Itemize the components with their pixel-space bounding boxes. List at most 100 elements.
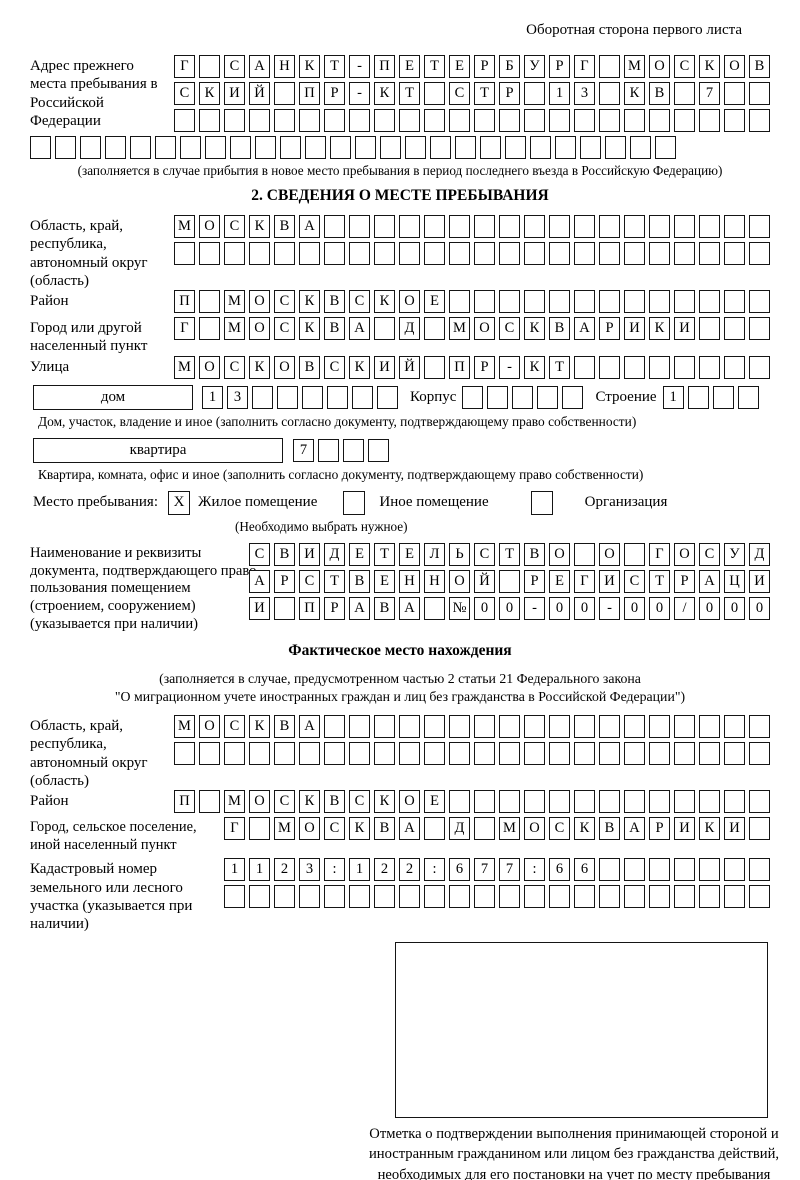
- char-cell[interactable]: И: [249, 596, 270, 620]
- char-cell-empty[interactable]: [252, 385, 273, 409]
- char-cell[interactable]: О: [724, 55, 745, 78]
- char-cell[interactable]: Е: [424, 790, 445, 814]
- char-cell[interactable]: К: [374, 290, 395, 314]
- char-cell-empty[interactable]: [355, 136, 376, 159]
- char-cell[interactable]: П: [299, 596, 320, 620]
- char-cell[interactable]: С: [449, 82, 470, 105]
- char-cell[interactable]: С: [474, 542, 495, 566]
- char-cell-empty[interactable]: [655, 136, 676, 159]
- char-cell[interactable]: В: [549, 317, 570, 341]
- char-cell[interactable]: К: [299, 55, 320, 78]
- char-cell-empty[interactable]: [674, 355, 695, 379]
- char-cell[interactable]: В: [324, 317, 345, 341]
- char-cell-empty[interactable]: [424, 885, 445, 909]
- char-cell[interactable]: 6: [549, 858, 570, 882]
- char-cell-empty[interactable]: [649, 790, 670, 814]
- char-cell[interactable]: К: [574, 817, 595, 841]
- char-cell[interactable]: С: [549, 817, 570, 841]
- char-cell-empty[interactable]: [724, 317, 745, 341]
- char-cell-empty[interactable]: [630, 136, 651, 159]
- char-cell-empty[interactable]: [724, 885, 745, 909]
- char-cell-empty[interactable]: [302, 385, 323, 409]
- char-cell[interactable]: И: [599, 569, 620, 593]
- char-cell-empty[interactable]: [724, 82, 745, 105]
- char-cell-empty[interactable]: [749, 82, 770, 105]
- char-cell[interactable]: Т: [474, 82, 495, 105]
- char-cell-empty[interactable]: [299, 742, 320, 766]
- char-cell[interactable]: А: [699, 569, 720, 593]
- char-cell-empty[interactable]: [549, 742, 570, 766]
- char-cell-empty[interactable]: [649, 742, 670, 766]
- char-cell-empty[interactable]: [30, 136, 51, 159]
- char-cell-empty[interactable]: [199, 55, 220, 78]
- char-cell-empty[interactable]: [599, 885, 620, 909]
- char-cell-empty[interactable]: [499, 790, 520, 814]
- char-cell-empty[interactable]: [649, 215, 670, 238]
- char-cell-empty[interactable]: [174, 109, 195, 132]
- char-cell[interactable]: М: [499, 817, 520, 841]
- char-cell-empty[interactable]: [674, 858, 695, 882]
- char-cell-empty[interactable]: [649, 858, 670, 882]
- char-cell[interactable]: А: [574, 317, 595, 341]
- char-cell-empty[interactable]: [280, 136, 301, 159]
- char-cell-empty[interactable]: [724, 742, 745, 766]
- char-cell-empty[interactable]: [449, 215, 470, 238]
- char-cell[interactable]: Ь: [449, 542, 470, 566]
- char-cell[interactable]: 0: [749, 596, 770, 620]
- char-cell[interactable]: М: [624, 55, 645, 78]
- char-cell-empty[interactable]: [474, 290, 495, 314]
- char-cell-empty[interactable]: [549, 715, 570, 739]
- char-cell-empty[interactable]: [324, 715, 345, 739]
- char-cell[interactable]: А: [399, 817, 420, 841]
- char-cell[interactable]: 0: [549, 596, 570, 620]
- char-cell-empty[interactable]: [530, 136, 551, 159]
- char-cell[interactable]: М: [224, 790, 245, 814]
- char-cell-empty[interactable]: [249, 109, 270, 132]
- char-cell-empty[interactable]: [574, 742, 595, 766]
- char-cell-empty[interactable]: [424, 242, 445, 265]
- char-cell-empty[interactable]: [699, 742, 720, 766]
- char-cell-empty[interactable]: [180, 136, 201, 159]
- char-cell-empty[interactable]: [549, 242, 570, 265]
- char-cell-empty[interactable]: [399, 742, 420, 766]
- char-cell-empty[interactable]: [324, 215, 345, 238]
- char-cell-empty[interactable]: [749, 317, 770, 341]
- char-cell-empty[interactable]: [349, 715, 370, 739]
- char-cell[interactable]: В: [324, 790, 345, 814]
- char-cell[interactable]: 7: [499, 858, 520, 882]
- char-cell-empty[interactable]: [349, 885, 370, 909]
- char-cell-empty[interactable]: [724, 355, 745, 379]
- char-cell-empty[interactable]: [674, 715, 695, 739]
- char-cell[interactable]: Т: [649, 569, 670, 593]
- char-cell[interactable]: 7: [293, 438, 314, 462]
- char-cell[interactable]: К: [249, 355, 270, 379]
- char-cell[interactable]: К: [199, 82, 220, 105]
- char-cell[interactable]: О: [249, 317, 270, 341]
- char-cell[interactable]: -: [349, 55, 370, 78]
- char-cell-empty[interactable]: [699, 290, 720, 314]
- char-cell-empty[interactable]: [549, 885, 570, 909]
- char-cell-empty[interactable]: [274, 82, 295, 105]
- char-cell-empty[interactable]: [674, 742, 695, 766]
- char-cell-empty[interactable]: [599, 82, 620, 105]
- char-cell[interactable]: Р: [549, 55, 570, 78]
- char-cell[interactable]: С: [224, 215, 245, 238]
- char-cell-empty[interactable]: [674, 82, 695, 105]
- checkbox-other-premises[interactable]: [343, 490, 366, 515]
- char-cell-empty[interactable]: [224, 109, 245, 132]
- char-cell-empty[interactable]: [330, 136, 351, 159]
- char-cell[interactable]: С: [624, 569, 645, 593]
- char-cell[interactable]: Г: [174, 317, 195, 341]
- apartment-type-box[interactable]: квартира: [33, 437, 283, 463]
- char-cell[interactable]: Н: [399, 569, 420, 593]
- char-cell-empty[interactable]: [199, 109, 220, 132]
- char-cell-empty[interactable]: [374, 109, 395, 132]
- char-cell-empty[interactable]: [480, 136, 501, 159]
- char-cell-empty[interactable]: [249, 885, 270, 909]
- char-cell-empty[interactable]: [599, 790, 620, 814]
- char-cell[interactable]: О: [674, 542, 695, 566]
- char-cell-empty[interactable]: [580, 136, 601, 159]
- char-cell[interactable]: С: [274, 317, 295, 341]
- char-cell-empty[interactable]: [374, 742, 395, 766]
- char-cell-empty[interactable]: [249, 742, 270, 766]
